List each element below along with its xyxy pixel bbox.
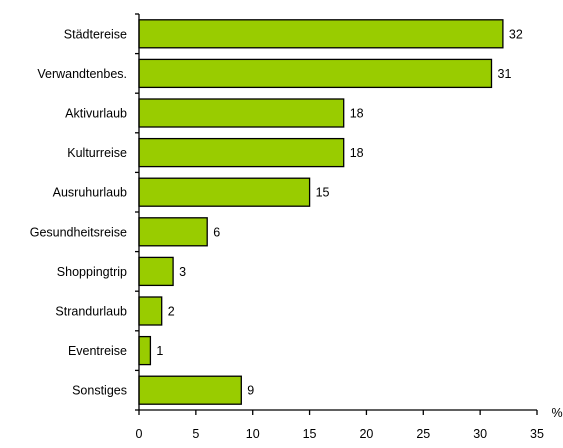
data-label-aktivurlaub: 18 [350,107,364,121]
data-label-strandurlaub: 2 [168,305,175,319]
category-label-verwandtenbes: Verwandtenbes. [37,67,127,81]
data-label-gesundheitsreise: 6 [213,225,220,239]
x-tick-label-15: 15 [303,427,317,441]
category-label-sonstiges: Sonstiges [72,384,127,398]
category-label-strandurlaub: Strandurlaub [55,305,127,319]
category-label-kulturreise: Kulturreise [67,146,127,160]
x-tick-label-5: 5 [192,427,199,441]
x-tick-label-30: 30 [473,427,487,441]
category-label-stadtereise: Städtereise [64,27,127,41]
data-label-stadtereise: 32 [509,27,523,41]
x-tick-label-25: 25 [416,427,430,441]
data-label-verwandtenbes: 31 [498,67,512,81]
bar-ausruhurlaub [138,177,311,207]
x-tick-label-0: 0 [136,427,143,441]
bar-shoppingtrip [138,256,174,287]
bar-sonstiges [138,375,242,405]
bar-eventreise [138,335,152,366]
x-tick-label-10: 10 [246,427,260,441]
x-tick-label-20: 20 [359,427,373,441]
bar-kulturreise [138,137,345,168]
x-unit-label: % [551,406,562,420]
data-label-eventreise: 1 [156,344,163,358]
axes-group [135,13,538,415]
x-tick-label-35: 35 [530,427,544,441]
bar-aktivurlaub [138,98,345,128]
category-label-shoppingtrip: Shoppingtrip [57,265,127,279]
category-label-aktivurlaub: Aktivurlaub [65,107,127,121]
category-label-gesundheitsreise: Gesundheitsreise [30,225,127,239]
category-label-ausruhurlaub: Ausruhurlaub [53,186,127,200]
bar-stadtereise [138,19,504,49]
data-label-shoppingtrip: 3 [179,265,186,279]
data-label-ausruhurlaub: 15 [316,186,330,200]
category-label-eventreise: Eventreise [68,344,127,358]
bar-strandurlaub [138,296,163,326]
bar-gesundheitsreise [138,217,208,247]
data-label-kulturreise: 18 [350,146,364,160]
bar-verwandtenbes [138,58,493,89]
bars-group [138,19,504,405]
data-label-sonstiges: 9 [247,384,254,398]
